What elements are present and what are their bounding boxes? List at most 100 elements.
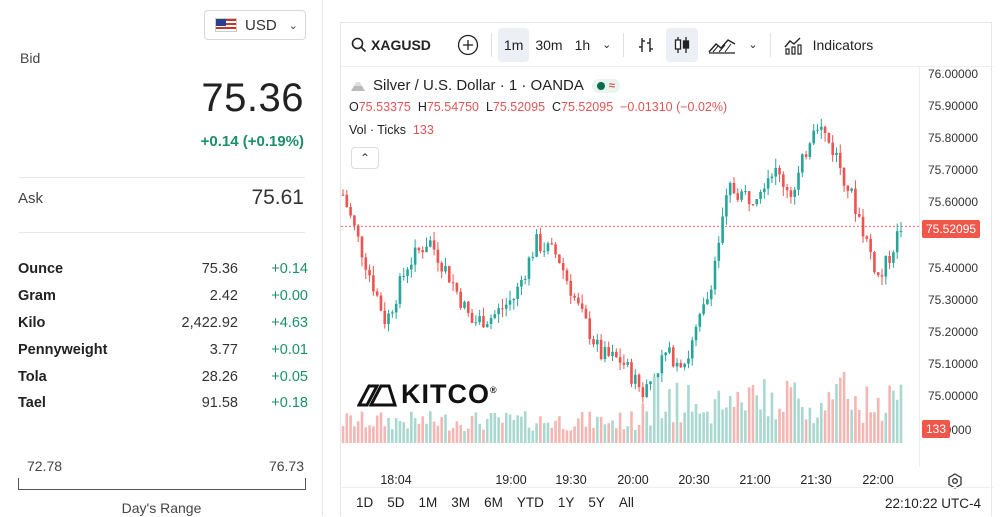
- indicators-button[interactable]: Indicators: [777, 28, 880, 62]
- candle-body: [501, 308, 504, 310]
- volume-bar: [888, 385, 891, 443]
- bar-chart-icon: [639, 37, 654, 52]
- candle-body: [838, 152, 842, 168]
- volume-bar: [656, 377, 660, 443]
- interval-dropdown[interactable]: ⌄: [596, 28, 617, 62]
- divider: [18, 177, 305, 178]
- candle-body: [436, 249, 440, 263]
- price-tick: 75.00000: [928, 389, 979, 403]
- candle-body: [850, 188, 853, 191]
- volume-bar: [588, 411, 592, 443]
- range-6m[interactable]: 6M: [484, 495, 503, 510]
- currency-code: USD: [245, 16, 277, 34]
- logo-text: KITCO®: [401, 379, 498, 410]
- price-axis[interactable]: 76.00000 75.90000 75.80000 75.70000 75.6…: [919, 67, 993, 467]
- bid-value: 75.36: [201, 76, 304, 120]
- volume-bar: [892, 390, 895, 443]
- bars-style-button[interactable]: [630, 28, 662, 62]
- area-style-button[interactable]: [702, 28, 742, 62]
- volume-bar: [835, 384, 838, 443]
- volume-bar: [675, 382, 679, 443]
- volume-bar: [353, 426, 356, 443]
- range-1d[interactable]: 1D: [356, 495, 374, 510]
- symbol-search[interactable]: XAGUSD: [345, 28, 437, 62]
- candle-body: [778, 167, 781, 175]
- range-1y[interactable]: 1Y: [557, 495, 575, 510]
- candles-style-button[interactable]: [666, 27, 699, 62]
- candle-body: [493, 314, 497, 319]
- range-3m[interactable]: 3M: [451, 495, 471, 510]
- volume-bar: [596, 416, 599, 443]
- compare-button[interactable]: [451, 28, 485, 62]
- collapse-legend-button[interactable]: ⌃: [351, 147, 379, 169]
- candle-body: [812, 130, 815, 144]
- chart-area[interactable]: Silver / U.S. Dollar · 1 · OANDA ≈ O75.5…: [341, 67, 993, 517]
- unit-price-list: Ounce 75.36 +0.14 Gram 2.42 +0.00 Kilo 2,422.…: [18, 256, 308, 417]
- candle-body: [410, 264, 413, 270]
- candle-body: [747, 191, 751, 205]
- volume-bar: [782, 411, 785, 443]
- range-1m[interactable]: 1M: [418, 495, 438, 510]
- volume-bar: [880, 420, 884, 443]
- search-icon: [351, 37, 367, 52]
- unit-price: 91.58: [201, 395, 238, 412]
- candle-body: [485, 324, 489, 328]
- unit-row-ounce: Ounce 75.36 +0.14: [18, 256, 308, 283]
- candle-body: [880, 275, 884, 277]
- candle-body: [584, 308, 588, 319]
- candle-body: [899, 230, 903, 232]
- volume-bar: [690, 411, 694, 443]
- volume-bar: [413, 418, 417, 443]
- volume-bar: [626, 426, 629, 443]
- candle-body: [546, 243, 550, 252]
- candle-body: [356, 225, 360, 237]
- volume-bar: [402, 422, 406, 443]
- interval-30m[interactable]: 30m: [535, 36, 563, 53]
- interval-1h[interactable]: 1h: [574, 36, 591, 53]
- time-axis[interactable]: 18:04 19:00 19:30 20:00 20:30 21:00 21:3…: [341, 469, 919, 491]
- candle-body: [508, 300, 512, 305]
- currency-selector[interactable]: USD ⌄: [204, 10, 306, 40]
- range-5y[interactable]: 5Y: [588, 495, 605, 510]
- range-ytd[interactable]: YTD: [516, 495, 544, 510]
- range-all[interactable]: All: [618, 495, 634, 510]
- volume-bar: [501, 422, 504, 443]
- day-range-high: 76.73: [268, 458, 304, 474]
- candle-body: [766, 178, 770, 189]
- volume-bar: [823, 410, 827, 443]
- price-tick: 75.30000: [928, 293, 979, 307]
- candle-body: [861, 216, 865, 237]
- candle-body: [827, 133, 831, 143]
- volume-bar: [709, 423, 713, 443]
- bid-label: Bid: [20, 50, 41, 66]
- kitco-logo-icon: [357, 384, 397, 406]
- chart-clock[interactable]: 22:10:22 UTC-4: [884, 496, 981, 511]
- candle-body: [755, 199, 759, 205]
- unit-row-kilo: Kilo 2,422.92 +4.63: [18, 310, 308, 337]
- candle-body: [744, 191, 747, 193]
- volume-bar: [766, 416, 770, 443]
- interval-1m[interactable]: 1m: [497, 27, 530, 62]
- candle-body: [425, 246, 428, 253]
- volume-bar: [698, 413, 702, 443]
- volume-bar: [504, 412, 508, 443]
- volume-bar: [641, 403, 645, 443]
- volume-bar: [531, 430, 535, 443]
- candle-body: [603, 347, 607, 360]
- close-label: C: [552, 100, 562, 114]
- volume-bar: [740, 402, 743, 443]
- volume-bar: [732, 406, 736, 443]
- volume-bar: [474, 412, 478, 443]
- volume-legend: Vol · Ticks 133: [349, 123, 434, 137]
- candle-body: [763, 188, 766, 192]
- candle-body: [580, 303, 584, 309]
- volume-bar: [713, 399, 717, 443]
- range-bar: 1D 5D 1M 3M 6M YTD 1Y 5Y All 22:10:22 UT…: [341, 487, 993, 517]
- range-5d[interactable]: 5D: [387, 495, 405, 510]
- volume-bar: [584, 426, 588, 443]
- candle-body: [345, 194, 349, 208]
- volume-bar: [804, 419, 808, 443]
- chart-type-dropdown[interactable]: ⌄: [742, 28, 763, 62]
- settings-icon[interactable]: [947, 473, 963, 489]
- volume-bar: [838, 377, 842, 443]
